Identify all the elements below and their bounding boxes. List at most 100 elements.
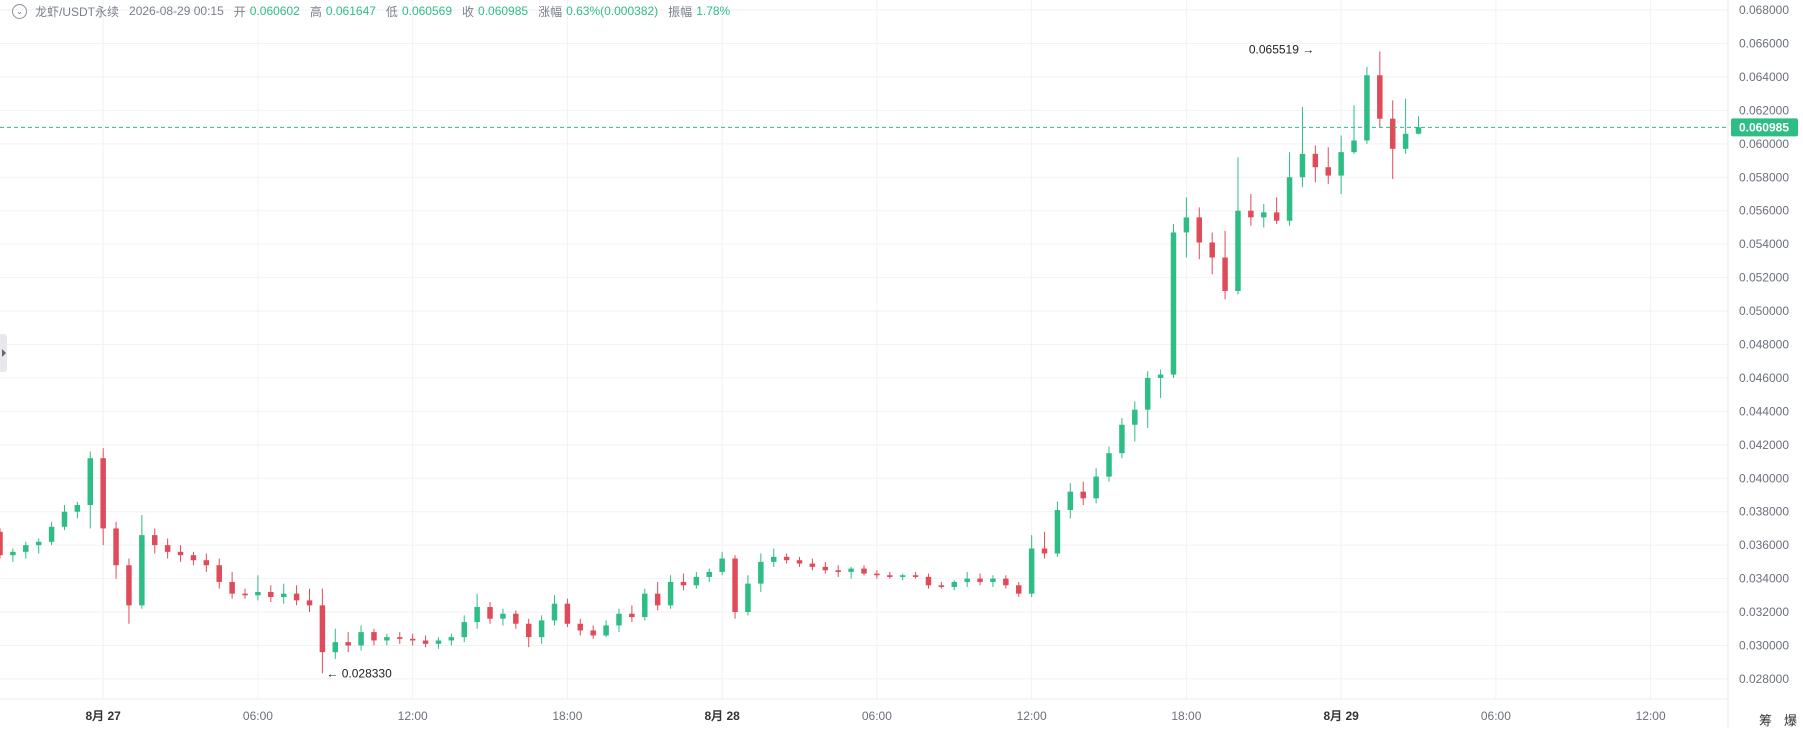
- candle-body: [590, 630, 596, 636]
- open-value: 0.060602: [249, 4, 300, 18]
- candle-body: [255, 591, 261, 596]
- liquidation-button[interactable]: 爆: [1783, 713, 1797, 728]
- x-tick-label: 8月 27: [85, 709, 121, 723]
- collapse-toggle-icon[interactable]: ⌄: [12, 3, 27, 19]
- candle-body: [964, 578, 970, 582]
- x-tick-label: 06:00: [1481, 709, 1511, 723]
- candle-body: [48, 526, 55, 542]
- last-price-tag: [1731, 118, 1798, 137]
- candle-body: [654, 593, 661, 606]
- candle-body: [745, 583, 751, 613]
- candle-body: [629, 613, 635, 618]
- candle-body: [190, 555, 197, 561]
- candle-body: [1389, 118, 1396, 149]
- candle-body: [500, 613, 506, 619]
- candle-body: [1377, 75, 1383, 119]
- candle-body: [1016, 585, 1022, 594]
- y-tick-label: 0.066000: [1739, 36, 1789, 50]
- candle-body: [1041, 548, 1048, 554]
- chip-distribution-button[interactable]: 筹: [1758, 713, 1772, 728]
- candle-body: [461, 622, 467, 638]
- y-tick-label: 0.038000: [1739, 505, 1789, 519]
- candle-body: [474, 607, 480, 623]
- candle-body: [525, 623, 532, 638]
- y-tick-label: 0.046000: [1739, 371, 1789, 385]
- candle-body: [216, 565, 222, 582]
- y-tick-label: 0.030000: [1739, 638, 1789, 652]
- candle-body: [1402, 133, 1409, 149]
- candle-body: [280, 593, 287, 597]
- candle-body: [448, 637, 455, 641]
- candle-body: [74, 505, 81, 512]
- candle-body: [409, 638, 416, 641]
- candle-body: [912, 575, 919, 577]
- low-value: 0.060569: [401, 4, 452, 18]
- candle-body: [487, 607, 493, 619]
- y-tick-label: 0.034000: [1739, 572, 1789, 586]
- y-tick-label: 0.062000: [1739, 103, 1789, 117]
- change-label: 涨幅: [538, 4, 563, 19]
- candle-body: [435, 640, 442, 644]
- candle-body: [87, 458, 94, 506]
- candle-body: [345, 642, 351, 646]
- candle-body: [990, 578, 996, 582]
- y-tick-label: 0.032000: [1739, 605, 1789, 619]
- candle-body: [783, 556, 790, 561]
- candle-body: [538, 620, 545, 638]
- x-tick-label: 8月 29: [1323, 709, 1359, 723]
- candle-body: [848, 568, 854, 572]
- symbol-label[interactable]: 龙虾/USDT永续: [35, 4, 120, 19]
- candle-body: [564, 603, 571, 624]
- candle-body: [1351, 140, 1357, 153]
- candle-body: [1003, 578, 1009, 586]
- candle-body: [293, 593, 300, 601]
- high-label: 高: [309, 4, 322, 19]
- y-tick-label: 0.068000: [1739, 3, 1789, 17]
- candle-body: [577, 623, 584, 631]
- candle-body: [319, 605, 326, 653]
- y-tick-label: 0.044000: [1739, 404, 1789, 418]
- candle-body: [1132, 409, 1138, 425]
- y-tick-label: 0.028000: [1739, 672, 1789, 686]
- close-label: 收: [462, 4, 475, 19]
- ohlc-header: ⌄ 龙虾/USDT永续 2026-08-29 00:15 开 0.060602 …: [12, 2, 736, 20]
- x-tick-label: 12:00: [1636, 709, 1666, 723]
- candle-body: [229, 581, 235, 594]
- candle-body: [306, 600, 313, 606]
- candle-body: [164, 545, 171, 552]
- candle-body: [1028, 548, 1035, 594]
- candle-body: [551, 603, 558, 621]
- open-label: 开: [233, 4, 246, 19]
- y-tick-label: 0.064000: [1739, 70, 1789, 84]
- candle-body: [100, 458, 106, 529]
- candle-body: [1338, 152, 1344, 176]
- candle-body: [719, 558, 725, 572]
- candle-body: [177, 551, 184, 556]
- amplitude-label: 振幅: [668, 4, 693, 19]
- candle-body: [203, 560, 210, 566]
- candle-body: [899, 575, 906, 577]
- candle-body: [397, 637, 403, 639]
- candle-body: [1144, 377, 1151, 410]
- candle-body: [422, 640, 429, 644]
- side-panel-toggle[interactable]: [0, 334, 7, 372]
- candle-body: [1325, 167, 1331, 176]
- candle-body: [1261, 212, 1267, 218]
- candle-body: [1364, 75, 1370, 141]
- candle-body: [1299, 153, 1306, 178]
- candle-body: [23, 545, 29, 552]
- candle-body: [603, 625, 609, 636]
- candle-body: [835, 570, 841, 572]
- candle-body: [126, 565, 132, 606]
- y-tick-label: 0.040000: [1739, 471, 1789, 485]
- candle-body: [706, 571, 712, 577]
- max-price-label: 0.065519 →: [1249, 43, 1314, 57]
- candle-body: [1119, 424, 1125, 454]
- candle-body: [796, 560, 803, 564]
- candle-body: [152, 535, 158, 546]
- candle-body: [513, 613, 519, 624]
- x-tick-label: 12:00: [1017, 709, 1047, 723]
- last-price-label: 0.060985: [1739, 120, 1789, 134]
